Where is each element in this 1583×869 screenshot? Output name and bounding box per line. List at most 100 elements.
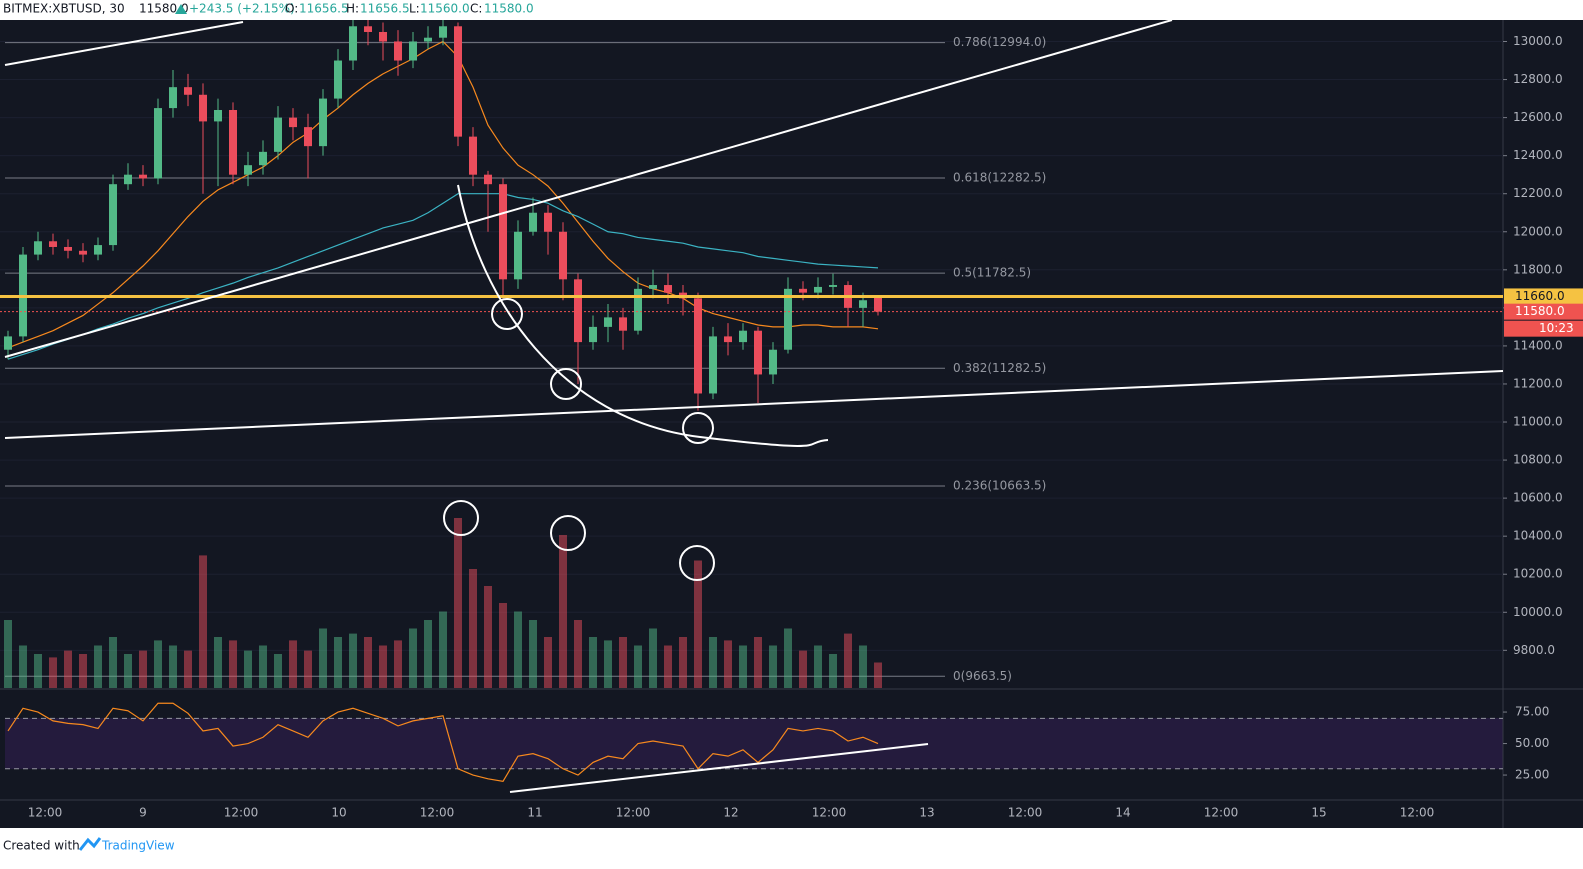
x-tick-label: 12:00	[616, 806, 651, 820]
circle-annotation	[550, 515, 586, 551]
annotations	[4, 19, 1504, 793]
volume-bar	[334, 637, 342, 688]
x-tick-label: 12:00	[28, 806, 63, 820]
candle-body	[64, 246, 72, 251]
volume-bar	[169, 645, 177, 688]
volume-bar	[544, 637, 552, 688]
candle-body	[709, 336, 717, 394]
brand-logo[interactable]	[78, 837, 102, 851]
x-tick-label: 15	[1311, 806, 1326, 820]
brand[interactable]: TradingView	[101, 839, 175, 853]
volume-bar	[469, 569, 477, 688]
footer: Created with TradingView	[3, 837, 175, 853]
candle-body	[619, 317, 627, 331]
y-tick-label: 10800.0	[1513, 453, 1563, 467]
volume-bar	[319, 628, 327, 688]
x-tick-label: 12	[723, 806, 738, 820]
candle-body	[589, 326, 597, 343]
rsi-band-fill	[5, 718, 1503, 769]
volume-bar	[349, 633, 357, 688]
candle-body	[34, 241, 42, 255]
volume-bar	[274, 654, 282, 688]
candle-body	[439, 26, 447, 38]
y-tick-label: 10600.0	[1513, 491, 1563, 505]
candle-body	[799, 288, 807, 293]
fib-label: 0.786(12994.0)	[953, 35, 1046, 49]
up-arrow	[175, 4, 187, 14]
countdown: 10:23	[1539, 321, 1574, 335]
volume-bar	[259, 645, 267, 688]
fib-label: 0.618(12282.5)	[953, 171, 1046, 185]
candle-body	[664, 285, 672, 293]
volume-bar	[844, 633, 852, 688]
volume-bar	[649, 628, 657, 688]
volume-bar	[409, 628, 417, 688]
high-value: 11656.5	[360, 2, 410, 16]
volume-bar	[19, 645, 27, 688]
volume-bar	[874, 662, 882, 688]
volume-bar	[484, 586, 492, 688]
y-tick-label: 9800.0	[1513, 643, 1555, 657]
volume-bar	[439, 611, 447, 688]
volume-bar	[709, 637, 717, 688]
volume-bar	[229, 640, 237, 688]
volume-bar	[79, 654, 87, 688]
fib-label: 0.5(11782.5)	[953, 266, 1031, 280]
volume-bar	[814, 645, 822, 688]
volume-bar	[739, 645, 747, 688]
volume-bar	[784, 628, 792, 688]
volume-bar	[679, 637, 687, 688]
volume-bar	[634, 645, 642, 688]
fib-label: 0.236(10663.5)	[953, 479, 1046, 493]
candle-body	[424, 37, 432, 42]
y-tick-label: 11400.0	[1513, 338, 1563, 352]
x-tick-label: 14	[1115, 806, 1130, 820]
volume-bar	[754, 637, 762, 688]
candle-body	[604, 317, 612, 327]
candle-body	[139, 174, 147, 179]
candle-body	[649, 285, 657, 289]
candle-body	[259, 151, 267, 166]
candle-body	[124, 174, 132, 185]
curve-annotation	[457, 184, 829, 447]
price-tag-label: 11660.0	[1515, 289, 1565, 303]
volume-bar	[619, 637, 627, 688]
candle-body	[634, 288, 642, 331]
volume-bar	[724, 640, 732, 688]
trend-line	[4, 21, 244, 66]
candle-body	[199, 94, 207, 122]
circle-annotation	[682, 412, 714, 444]
rsi-tick-label: 75.00	[1515, 705, 1549, 719]
footer-text: Created with	[3, 839, 80, 853]
volume-bar	[304, 650, 312, 688]
candle-body	[214, 109, 222, 122]
candle-body	[319, 98, 327, 147]
volume-bar	[769, 645, 777, 688]
candle-body	[529, 212, 537, 232]
candle-body	[769, 349, 777, 375]
x-tick-label: 12:00	[1204, 806, 1239, 820]
x-tick-label: 12:00	[420, 806, 455, 820]
candle-body	[724, 336, 732, 343]
fib-label: 0(9663.5)	[953, 669, 1012, 683]
volume-bar	[199, 555, 207, 688]
candle-body	[334, 60, 342, 99]
volume-bar	[529, 620, 537, 688]
candle-body	[484, 174, 492, 185]
volume-bar	[364, 637, 372, 688]
x-tick-label: 13	[919, 806, 934, 820]
candle-body	[559, 231, 567, 280]
y-tick-label: 10400.0	[1513, 529, 1563, 543]
volume-bar	[604, 640, 612, 688]
candle-body	[394, 41, 402, 61]
candle-body	[169, 87, 177, 109]
y-tick-label: 11200.0	[1513, 376, 1563, 390]
candle-body	[829, 285, 837, 287]
moving-average	[7, 193, 879, 360]
volume-bar	[514, 611, 522, 688]
candle-body	[409, 41, 417, 61]
volume-bar	[109, 637, 117, 688]
price-tag	[1504, 288, 1583, 305]
